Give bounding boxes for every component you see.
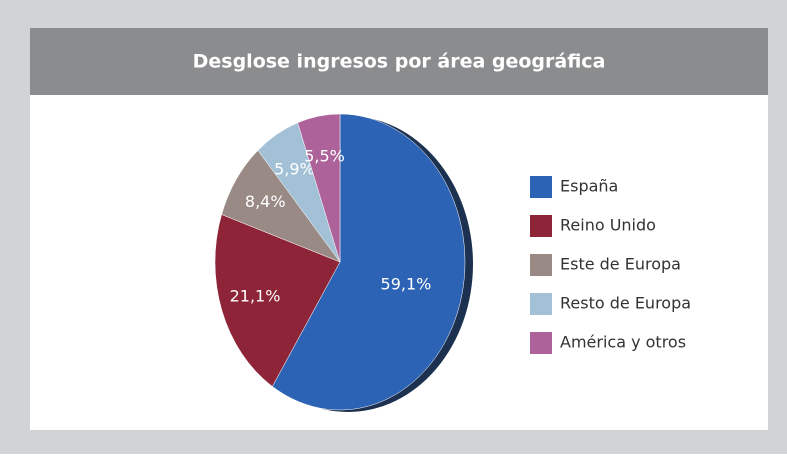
pie-slice [297,113,341,263]
slice-label: 8,4% [245,192,286,211]
legend-swatch [530,332,552,354]
legend-swatch [530,176,552,198]
title-bar [30,28,768,95]
chart-title: Desglose ingresos por área geográfica [193,51,606,73]
legend-label: Resto de Europa [560,294,691,313]
legend-label: Reino Unido [560,216,656,235]
legend-swatch [530,215,552,237]
slice-label: 59,1% [381,274,432,293]
slice-label: 5,9% [274,160,315,179]
pie-slice [272,113,466,411]
legend-label: España [560,177,618,196]
legend-swatch [530,254,552,276]
slice-label: 21,1% [230,287,281,306]
slice-label: 5,5% [304,147,345,166]
legend-swatch [530,293,552,315]
pie-slice [214,214,341,387]
legend-label: Este de Europa [560,255,681,274]
legend-label: América y otros [560,333,686,352]
